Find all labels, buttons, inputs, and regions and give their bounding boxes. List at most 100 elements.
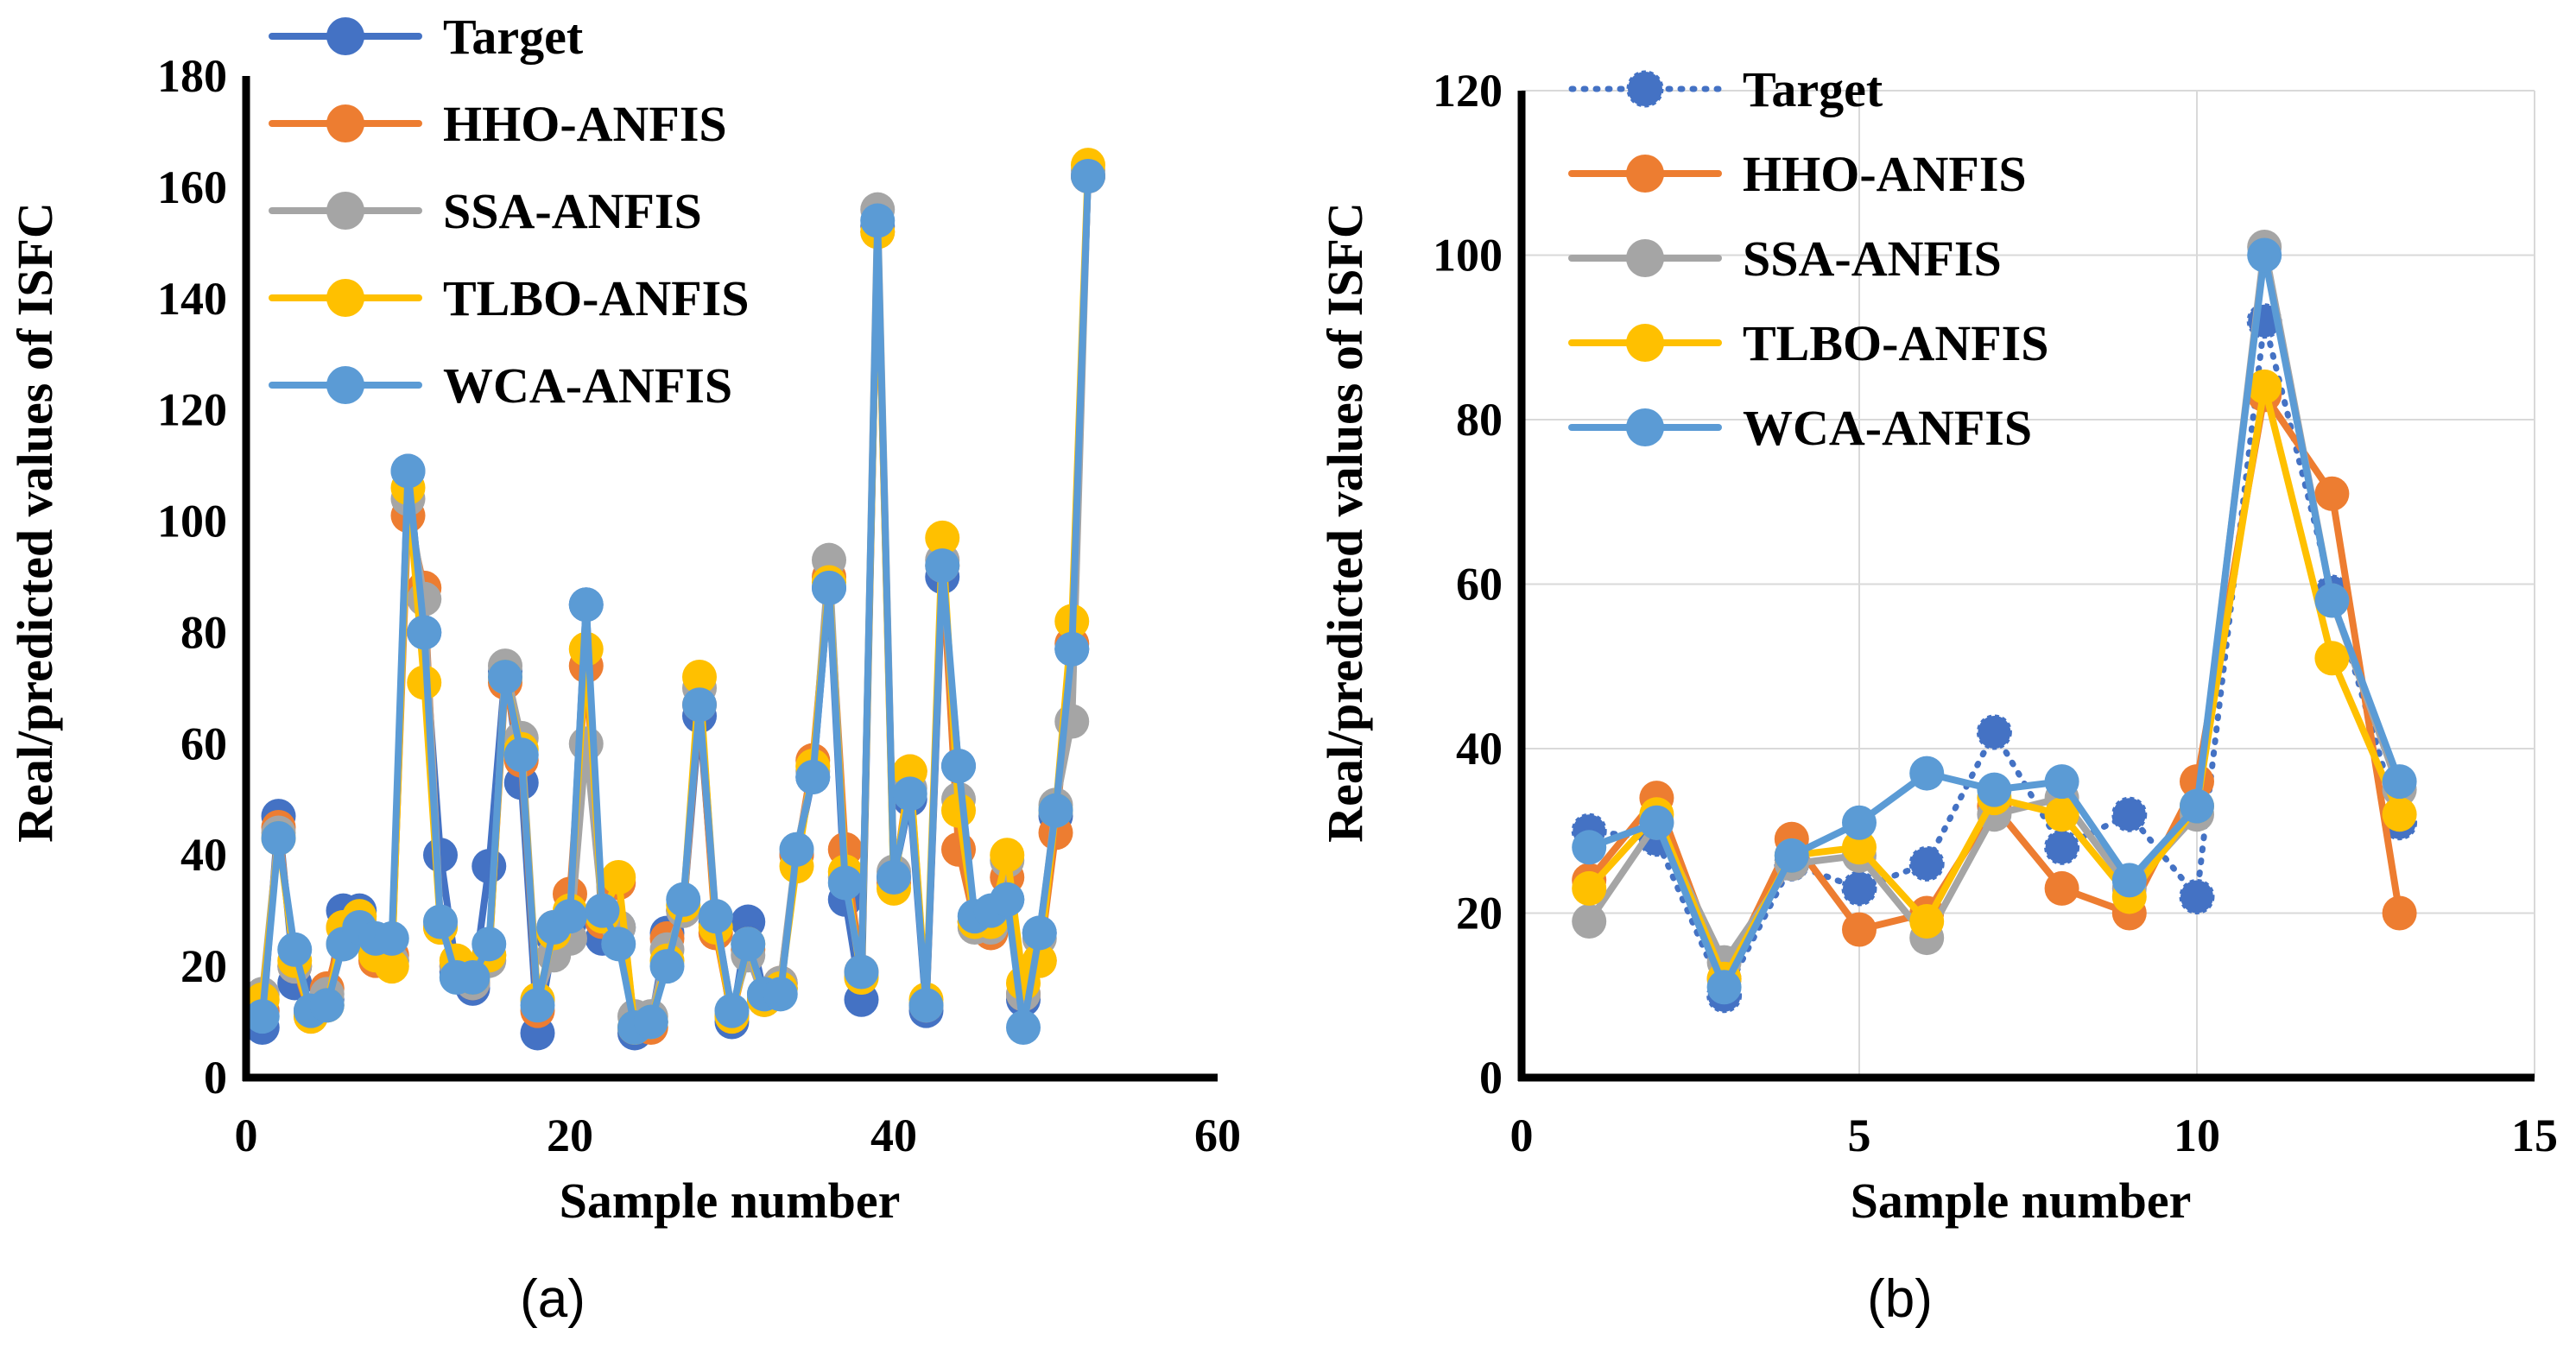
data-point <box>601 926 636 962</box>
legend-swatch-marker <box>1626 70 1664 108</box>
chart-panel-b: 0 20 40 60 80 100 120 0 5 10 15 Target HHO-ANFIS SS… <box>1317 61 2558 1329</box>
y-tick-label: 20 <box>180 940 227 992</box>
data-point <box>407 615 442 650</box>
legend-label: HHO-ANFIS <box>1743 146 2027 202</box>
data-point <box>925 520 960 555</box>
y-tick-label: 60 <box>180 718 227 769</box>
x-tick-label: 5 <box>1848 1110 1871 1161</box>
y-tick-label: 40 <box>1456 723 1503 775</box>
y-tick-label: 100 <box>1433 230 1503 281</box>
data-point <box>1842 805 1877 840</box>
series-wca-anfis <box>1572 237 2417 1005</box>
x-tick-label: 0 <box>1510 1110 1534 1161</box>
data-point <box>1639 805 1674 840</box>
legend-swatch-marker <box>326 366 364 404</box>
legend-swatch-marker <box>1626 408 1664 446</box>
caption-b: (b) <box>1867 1269 1933 1329</box>
data-point <box>731 926 766 962</box>
series-b <box>1571 229 2418 1014</box>
legend-item-target: Target <box>1568 61 1883 117</box>
caption-a: (a) <box>520 1269 585 1329</box>
y-tick-label: 60 <box>1456 559 1503 610</box>
data-point <box>1706 970 1742 1005</box>
data-point <box>568 726 604 762</box>
data-point <box>795 760 831 794</box>
data-point <box>990 838 1025 873</box>
series-line-wca-anfis <box>258 173 1092 1031</box>
data-point <box>1842 830 1877 865</box>
data-point <box>488 660 522 694</box>
legend-label: Target <box>443 9 584 65</box>
data-point <box>374 920 409 956</box>
legend-swatch-marker <box>326 17 364 55</box>
y-tick-label: 120 <box>157 384 227 436</box>
data-point <box>1038 793 1073 828</box>
data-point <box>503 737 539 773</box>
data-point <box>244 999 280 1034</box>
data-point <box>2314 583 2350 618</box>
data-point <box>1572 830 1607 865</box>
legend-label: SSA-ANFIS <box>443 183 702 239</box>
y-axis-title-b: Real/predicted values of ISFC <box>1317 202 1373 843</box>
data-point <box>698 899 733 934</box>
y-tick-labels-b: 0 20 40 60 80 100 120 <box>1433 65 1503 1104</box>
data-point <box>1909 904 1945 939</box>
legend-item-hho-anfis: HHO-ANFIS <box>1568 146 2027 202</box>
data-point <box>309 988 345 1023</box>
x-tick-label: 10 <box>2174 1110 2220 1161</box>
data-point <box>1774 838 1809 873</box>
data-point <box>2247 237 2282 273</box>
chart-panel-a: 0 20 40 60 80 100 120 140 160 180 0 20 40 60 Target H… <box>7 9 1241 1329</box>
data-point <box>585 893 620 928</box>
legend-swatch-marker <box>326 279 364 317</box>
data-point <box>941 793 976 828</box>
y-tick-label: 40 <box>180 829 227 881</box>
data-point <box>2044 764 2079 800</box>
y-tick-label: 160 <box>157 161 227 213</box>
data-point <box>827 865 863 901</box>
data-point <box>1071 159 1105 193</box>
y-tick-label: 80 <box>180 606 227 658</box>
legend-label: TLBO-ANFIS <box>443 270 750 326</box>
data-point <box>2180 788 2214 824</box>
y-tick-label: 0 <box>204 1052 227 1104</box>
data-point <box>390 453 426 489</box>
legend-swatch-marker <box>1626 324 1664 362</box>
legend-swatch-marker <box>326 192 364 230</box>
data-point <box>925 548 960 584</box>
data-point <box>990 882 1025 917</box>
data-point <box>2044 870 2079 906</box>
legend-item-wca-anfis: WCA-ANFIS <box>269 357 732 414</box>
legend-item-ssa-anfis: SSA-ANFIS <box>1568 231 2002 287</box>
data-point <box>763 977 798 1012</box>
legend-swatch-marker <box>1626 155 1664 193</box>
data-point <box>2382 764 2417 800</box>
data-point <box>714 993 750 1028</box>
data-point <box>374 949 409 984</box>
y-tick-label: 0 <box>1479 1052 1503 1104</box>
legend-label: Target <box>1743 61 1883 117</box>
data-point <box>649 949 685 984</box>
data-point <box>520 988 555 1023</box>
data-point <box>2382 895 2417 931</box>
data-point <box>2111 796 2148 832</box>
data-point <box>553 899 587 934</box>
data-point <box>941 749 976 784</box>
data-point <box>2179 878 2215 914</box>
y-tick-labels-a: 0 20 40 60 80 100 120 140 160 180 <box>157 50 227 1104</box>
y-axis-title-a: Real/predicted values of ISFC <box>7 202 63 843</box>
data-point <box>261 820 296 856</box>
data-point <box>666 882 701 917</box>
legend-swatch-marker <box>1626 239 1664 277</box>
legend-label: WCA-ANFIS <box>1743 400 2032 456</box>
x-tick-label: 15 <box>2511 1110 2558 1161</box>
legend-item-target: Target <box>269 9 584 65</box>
data-point <box>1976 714 2012 750</box>
data-point <box>908 988 944 1023</box>
data-point <box>2382 797 2417 832</box>
legend-label: HHO-ANFIS <box>443 96 727 152</box>
data-point <box>682 687 717 723</box>
data-point <box>1054 631 1090 667</box>
data-point <box>892 776 927 812</box>
